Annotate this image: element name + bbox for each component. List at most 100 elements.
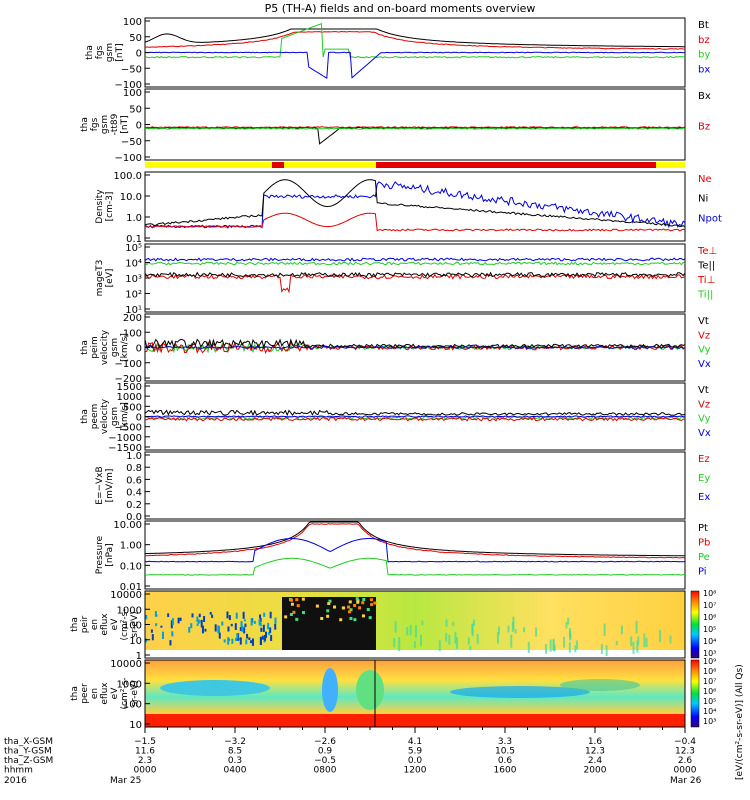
ion-spectro-cell	[261, 635, 264, 640]
y-tick-label: 1.0	[126, 451, 142, 462]
ion-spectro-cell	[563, 636, 566, 648]
colorbar: 10⁸10⁷10⁶10⁵10⁴10³10⁹10⁸10⁷10⁶10⁵10⁴10³[…	[690, 589, 745, 780]
ion-spectro-cell	[315, 604, 319, 608]
x-row-value: 1200	[404, 766, 427, 776]
x-row-value: 0.0	[408, 756, 423, 766]
ion-spectro-cell	[454, 632, 457, 644]
ion-spectro-cell	[240, 621, 243, 628]
ion-spectro-cell	[239, 626, 242, 631]
y-tick-label: −1500	[108, 443, 142, 454]
y-axis-label-line: Density	[95, 189, 105, 224]
y-axis-label: E=−VxB [mV/m]	[95, 466, 115, 504]
ion-spectro-cell	[244, 623, 247, 628]
ion-spectro-cell	[320, 616, 324, 620]
y-tick-label: −500	[115, 423, 142, 434]
y-axis-label-line: Pressure	[95, 535, 105, 574]
ion-spectro-cell	[512, 616, 515, 630]
status-bar-red-segment	[376, 162, 656, 168]
ion-spectro-cell	[514, 628, 517, 634]
y-axis-label-line: peim	[90, 336, 100, 359]
panel-2-series-2	[144, 126, 686, 129]
y-axis-label-line: eV	[110, 618, 120, 631]
y-axis-label-line: fgs	[90, 117, 100, 131]
y-axis-label-line: fgs	[95, 45, 105, 59]
ion-spectro-cell	[348, 610, 352, 614]
ion-spectro-cell	[155, 614, 158, 617]
x-row-value: 5.9	[408, 747, 423, 757]
ion-spectro-cell	[196, 623, 199, 626]
panel-8-series-3	[144, 538, 686, 563]
panel-8-series-4	[144, 557, 685, 576]
y-tick-label: 10.0	[120, 192, 142, 203]
ion-spectro-cell	[565, 621, 568, 629]
ion-spectro-cell	[154, 611, 157, 617]
colorbar-tick: 10³	[703, 649, 716, 658]
ion-spectro-cell	[328, 599, 332, 603]
y-tick-label: 100	[123, 621, 142, 632]
x-year-label: 2016	[4, 776, 27, 786]
legend-Vt: Vt	[698, 316, 709, 327]
legend-Bx: Bx	[698, 91, 711, 102]
ion-spectro-cell	[259, 622, 262, 627]
ion-spectro-cell	[605, 645, 608, 657]
y-axis-label-line: (cm²-s-	[120, 608, 130, 640]
x-row-value: −0.5	[314, 756, 336, 766]
ion-spectro-cell	[218, 632, 221, 639]
electron-high-flux-band	[145, 714, 685, 727]
legend-Npot: Npot	[698, 213, 722, 224]
ion-spectro-cell	[204, 628, 207, 632]
legend-Ti⊥: Ti⊥	[697, 275, 715, 286]
ion-spectro-cell	[643, 633, 646, 648]
y-axis-label-line: (cm²-s-	[120, 677, 130, 709]
ion-spectro-cell	[496, 632, 499, 644]
legend-Vt: Vt	[698, 385, 709, 396]
ion-spectro-cell	[259, 614, 262, 619]
ion-spectro-cell	[615, 640, 618, 646]
ion-spectro-cell	[217, 625, 220, 634]
ion-spectro-cell	[227, 637, 230, 645]
legend-Ne: Ne	[698, 174, 712, 185]
ion-spectro-cell	[645, 637, 648, 648]
panel-8-series-1	[144, 521, 686, 557]
y-tick-label: 0.6	[126, 475, 142, 486]
ion-spectro-cell	[575, 640, 578, 650]
colorbar-tick: 10⁷	[703, 677, 716, 686]
y-axis-label-line: [cm-3]	[105, 192, 115, 222]
ion-spectro-cell	[635, 620, 638, 634]
ion-spectro-cell	[295, 617, 299, 621]
ion-spectro-cell	[544, 644, 547, 654]
legend-Ti||: Ti||	[697, 290, 713, 301]
ion-spectro-cell	[368, 616, 372, 620]
x-row-value: 0000	[134, 766, 157, 776]
y-tick-label: −50	[121, 64, 142, 75]
colorbar-tick: 10⁴	[703, 707, 716, 716]
ion-spectro-cell	[632, 641, 635, 655]
colorbar-tick: 10⁶	[703, 613, 716, 622]
ion-spectro-cell	[170, 620, 173, 629]
ion-spectro-cell	[366, 608, 370, 612]
panel-3: 100.0 10.0 1.0 0.1 Density [cm-3] Ne Ni Npot	[95, 171, 722, 245]
ion-spectro-cell	[523, 627, 526, 633]
ion-spectro-cell	[242, 614, 245, 619]
panel-4-series-2	[144, 261, 686, 266]
electron-spectro-blob	[356, 670, 384, 710]
panel-2-series-3	[144, 127, 686, 130]
ion-spectro-cell	[198, 613, 201, 618]
x-row-value: 2000	[584, 766, 607, 776]
ion-spectro-cell	[228, 615, 231, 621]
y-axis-label-line: [km/s]	[120, 402, 130, 431]
y-tick-label: 10	[129, 636, 142, 647]
panel-1-series-4	[144, 51, 686, 80]
colorbar-tick: 10³	[703, 717, 716, 726]
ion-spectro-cell	[221, 621, 224, 626]
x-row-label: tha_Y-GSM	[4, 747, 52, 757]
ion-spectro-cell	[151, 634, 154, 641]
x-row-value: 2.4	[588, 756, 603, 766]
colorbar-tick: 10⁵	[703, 697, 716, 706]
y-axis-label-line: velocity	[100, 398, 110, 434]
x-start-date: Mar 25	[110, 776, 141, 786]
ion-spectro-cell	[274, 617, 277, 624]
ion-spectro-cell	[235, 612, 238, 619]
colorbar-tick: 10⁶	[703, 687, 716, 696]
